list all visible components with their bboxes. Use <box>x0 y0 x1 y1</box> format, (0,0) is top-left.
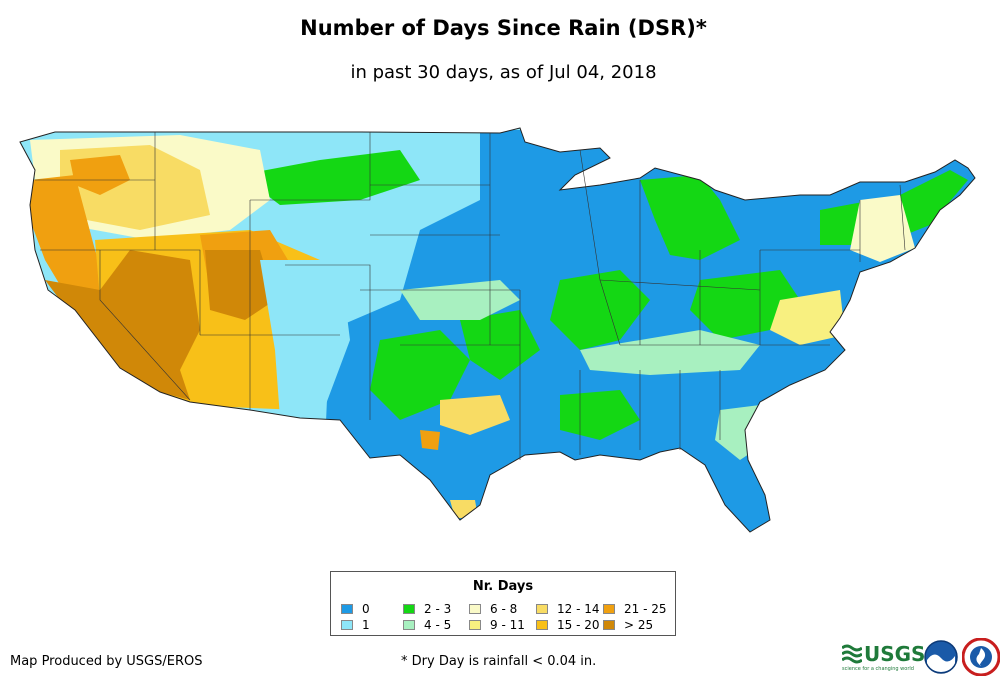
legend-item-3: 4 - 5 <box>403 618 451 632</box>
legend-swatch <box>603 620 615 630</box>
usgs-logo-icon <box>842 644 862 664</box>
map-legend: Nr. Days 0 1 2 - 3 4 - 5 6 - 8 9 - 11 12… <box>330 571 676 636</box>
legend-swatch <box>603 604 615 614</box>
legend-swatch <box>341 620 353 630</box>
legend-item-4: 6 - 8 <box>469 602 517 616</box>
legend-label: 4 - 5 <box>424 618 452 632</box>
map-credit: Map Produced by USGS/EROS <box>10 654 203 669</box>
legend-item-8: 21 - 25 <box>603 602 667 616</box>
map-footnote: * Dry Day is rainfall < 0.04 in. <box>401 654 597 669</box>
usgs-tagline: science for a changing world <box>842 666 914 672</box>
legend-item-0: 0 <box>341 602 370 616</box>
dsr-fill <box>20 128 975 532</box>
legend-label: 6 - 8 <box>490 602 518 616</box>
legend-label: > 25 <box>624 618 654 632</box>
legend-item-2: 2 - 3 <box>403 602 451 616</box>
legend-label: 21 - 25 <box>624 602 667 616</box>
agency-logos: USGS science for a changing world <box>842 636 1002 676</box>
legend-label: 0 <box>362 602 370 616</box>
legend-swatch <box>536 604 548 614</box>
map-subtitle: in past 30 days, as of Jul 04, 2018 <box>350 62 657 83</box>
legend-label: 12 - 14 <box>557 602 600 616</box>
legend-item-1: 1 <box>341 618 370 632</box>
legend-label: 1 <box>362 618 370 632</box>
legend-label: 9 - 11 <box>490 618 525 632</box>
legend-item-7: 15 - 20 <box>536 618 600 632</box>
legend-swatch <box>469 604 481 614</box>
us-dsr-map <box>19 127 976 533</box>
legend-label: 2 - 3 <box>424 602 452 616</box>
legend-swatch <box>469 620 481 630</box>
legend-item-9: > 25 <box>603 618 653 632</box>
legend-swatch <box>403 604 415 614</box>
usgs-logo-text: USGS <box>864 642 926 666</box>
legend-swatch <box>536 620 548 630</box>
state-borders <box>35 132 906 460</box>
legend-swatch <box>403 620 415 630</box>
legend-swatch <box>341 604 353 614</box>
nws-logo-icon <box>962 638 1000 676</box>
us-outline <box>19 127 976 533</box>
map-title: Number of Days Since Rain (DSR)* <box>300 16 707 40</box>
legend-item-6: 12 - 14 <box>536 602 600 616</box>
legend-item-5: 9 - 11 <box>469 618 525 632</box>
noaa-logo-icon <box>924 640 958 674</box>
legend-label: 15 - 20 <box>557 618 600 632</box>
legend-title: Nr. Days <box>472 579 534 594</box>
